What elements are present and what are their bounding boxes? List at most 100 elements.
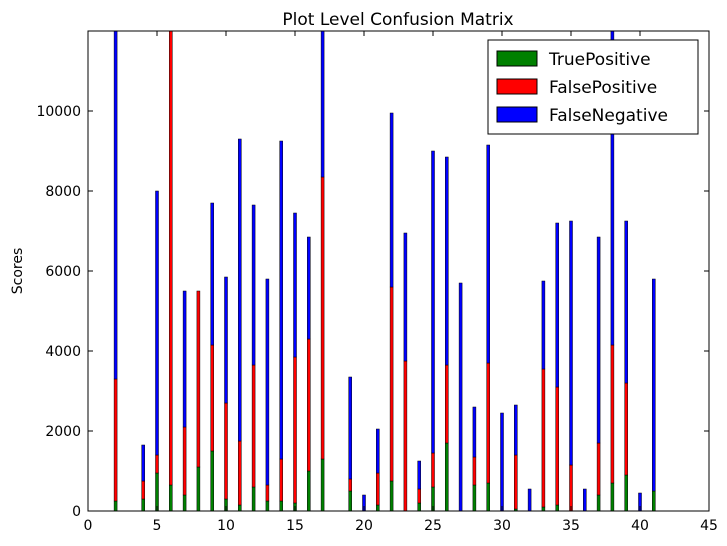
bar-FalseNegative-21	[376, 428, 380, 474]
chart-title: Plot Level Confusion Matrix	[282, 10, 513, 30]
bar-TruePositive-4	[141, 498, 145, 511]
bar-FalsePositive-19	[348, 478, 352, 492]
bar-FalsePositive-2	[113, 378, 118, 502]
bar-FalsePositive-37	[596, 442, 601, 496]
bar-TruePositive-21	[376, 504, 380, 511]
bar-FalsePositive-14	[279, 458, 283, 502]
bar-TruePositive-37	[596, 494, 601, 511]
bar-TruePositive-26	[445, 442, 449, 511]
bar-TruePositive-2	[113, 500, 118, 511]
bar-TruePositive-34	[555, 504, 559, 511]
bar-FalsePositive-17	[320, 176, 325, 460]
bar-TruePositive-12	[251, 486, 256, 511]
bar-FalsePositive-35	[569, 464, 573, 511]
bar-FalseNegative-38	[610, 31, 615, 346]
bar-FalsePositive-33	[541, 368, 546, 508]
bar-TruePositive-24	[417, 502, 421, 511]
bar-FalsePositive-8	[196, 290, 201, 468]
bar-FalseNegative-22	[389, 112, 394, 288]
bar-FalseNegative-37	[596, 236, 601, 444]
bar-FalsePositive-39	[624, 382, 628, 476]
bar-FalseNegative-33	[541, 280, 546, 370]
x-tick-label: 5	[153, 518, 162, 534]
bar-TruePositive-9	[210, 450, 214, 511]
x-tick-label: 25	[424, 518, 442, 534]
bar-FalsePositive-6	[169, 31, 173, 486]
bar-FalseNegative-2	[113, 31, 118, 380]
bar-FalseNegative-10	[224, 276, 228, 404]
x-tick-label: 45	[700, 518, 718, 534]
bar-FalseNegative-16	[307, 236, 311, 340]
bar-FalsePositive-24	[417, 488, 421, 504]
bar-TruePositive-28	[472, 484, 477, 511]
bar-FalsePositive-16	[307, 338, 311, 472]
bar-FalseNegative-14	[279, 140, 283, 460]
x-tick-label: 20	[355, 518, 373, 534]
x-tick-label: 35	[562, 518, 580, 534]
bar-FalsePositive-29	[486, 362, 490, 484]
bar-FalsePositive-11	[238, 440, 242, 506]
y-axis-label: Scores	[10, 248, 26, 295]
bar-FalseNegative-34	[555, 222, 559, 388]
y-tick-label: 10000	[36, 104, 81, 120]
bar-FalseNegative-36	[583, 488, 587, 511]
legend-swatch-FalsePositive	[496, 78, 538, 95]
bar-FalseNegative-32	[527, 488, 532, 511]
bar-TruePositive-11	[238, 504, 242, 511]
legend-label-TruePositive: TruePositive	[548, 50, 651, 70]
bar-FalseNegative-40	[638, 492, 642, 511]
y-tick-label: 2000	[45, 424, 81, 440]
bar-FalsePositive-7	[182, 426, 187, 496]
x-tick-label: 10	[217, 518, 235, 534]
bar-FalseNegative-4	[141, 444, 145, 482]
bar-TruePositive-6	[169, 484, 173, 511]
bar-FalseNegative-7	[182, 290, 187, 428]
bar-TruePositive-13	[265, 500, 270, 511]
bar-TruePositive-22	[389, 480, 394, 511]
bar-FalseNegative-23	[403, 232, 408, 362]
bar-FalsePositive-12	[251, 364, 256, 488]
bar-FalseNegative-27	[458, 282, 463, 511]
axis-ticks: 0 5 10 15 20 25 30 35 40 45 0 2000 4000 6000 8000 10000	[36, 31, 718, 534]
bar-FalseNegative-13	[265, 278, 270, 486]
bar-FalsePositive-9	[210, 344, 214, 452]
y-tick-label: 0	[72, 504, 81, 520]
bar-TruePositive-38	[610, 482, 615, 511]
y-tick-label: 4000	[45, 344, 81, 360]
bar-FalseNegative-25	[431, 150, 435, 454]
bar-FalsePositive-5	[155, 454, 159, 474]
bar-FalsePositive-4	[141, 480, 145, 500]
legend-swatch-FalseNegative	[496, 106, 538, 123]
bar-FalseNegative-24	[417, 460, 421, 490]
bar-FalsePositive-28	[472, 456, 477, 486]
bar-FalseNegative-31	[514, 404, 518, 456]
bar-TruePositive-29	[486, 482, 490, 511]
bar-FalseNegative-20	[362, 494, 366, 511]
bar-FalseNegative-30	[500, 412, 504, 511]
bar-FalseNegative-35	[569, 220, 573, 466]
bar-FalsePositive-10	[224, 402, 228, 500]
bar-FalsePositive-38	[610, 344, 615, 484]
x-tick-label: 0	[84, 518, 93, 534]
bar-TruePositive-39	[624, 474, 628, 511]
y-tick-label: 6000	[45, 264, 81, 280]
bar-TruePositive-19	[348, 490, 352, 511]
bar-TruePositive-5	[155, 472, 159, 511]
bar-FalsePositive-13	[265, 484, 270, 502]
bar-FalsePositive-26	[445, 364, 449, 444]
bar-FalseNegative-5	[155, 190, 159, 456]
bar-FalsePositive-31	[514, 454, 518, 510]
bar-TruePositive-17	[320, 458, 325, 511]
bar-FalseNegative-17	[320, 31, 325, 178]
bar-FalseNegative-19	[348, 376, 352, 480]
legend-swatch-TruePositive	[496, 50, 538, 67]
bar-TruePositive-41	[652, 490, 656, 511]
bars-group	[113, 31, 656, 511]
legend-label-FalseNegative: FalseNegative	[549, 106, 668, 126]
bar-FalseNegative-9	[210, 202, 214, 346]
bar-FalseNegative-28	[472, 406, 477, 458]
bar-TruePositive-14	[279, 500, 283, 511]
y-tick-label: 8000	[45, 184, 81, 200]
